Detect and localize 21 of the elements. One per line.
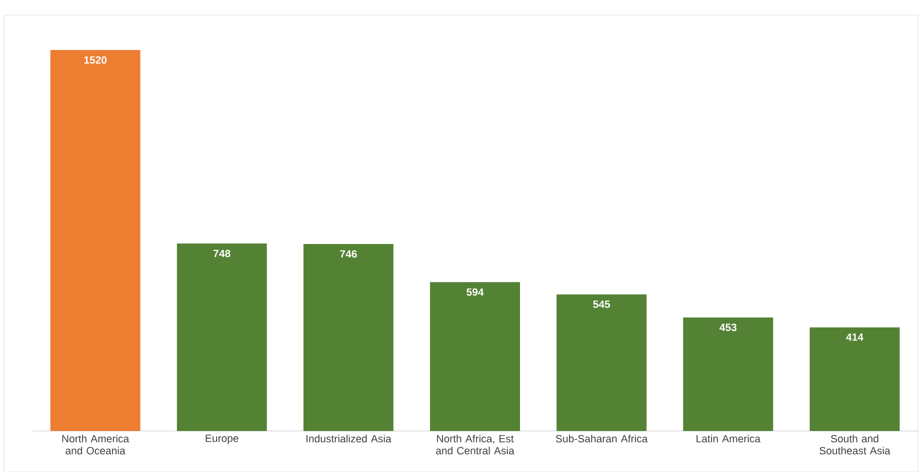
bar [50, 50, 140, 431]
x-tick-label: North America and Oceania [62, 434, 130, 454]
data-label: 453 [720, 324, 737, 332]
x-tick-label: North Africa, Est and Central Asia [436, 434, 514, 454]
x-tick-label: Europe [206, 434, 238, 444]
data-label: 1520 [84, 56, 107, 64]
bar [683, 317, 774, 431]
x-tick-label: Latin America [696, 434, 761, 442]
x-tick-label: Sub-Saharan Africa [556, 434, 648, 442]
data-label: 414 [846, 333, 864, 341]
x-tick-label: Industrialized Asia [306, 434, 392, 442]
bar [430, 282, 520, 431]
x-tick-label: South and Southeast Asia [820, 434, 890, 454]
data-label: 594 [466, 288, 484, 296]
data-label: 746 [340, 250, 357, 258]
data-label: 748 [214, 250, 230, 258]
data-label: 545 [593, 300, 610, 308]
bar [176, 243, 267, 431]
bar [556, 294, 647, 431]
bar [303, 244, 394, 431]
bar [810, 327, 900, 431]
